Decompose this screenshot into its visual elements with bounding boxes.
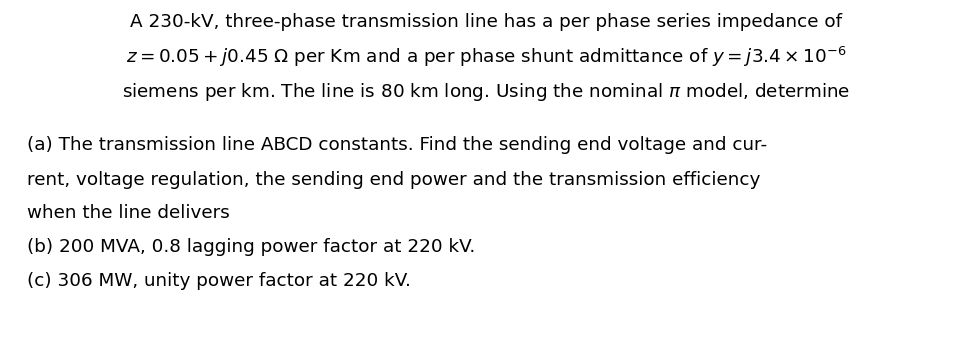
Text: rent, voltage regulation, the sending end power and the transmission efficiency: rent, voltage regulation, the sending en…: [27, 171, 761, 189]
Text: siemens per km. The line is 80 km long. Using the nominal $\pi$ model, determine: siemens per km. The line is 80 km long. …: [123, 81, 850, 103]
Text: (a) The transmission line ABCD constants. Find the sending end voltage and cur-: (a) The transmission line ABCD constants…: [27, 136, 768, 154]
Text: $z = 0.05 + j0.45\ \Omega$ per Km and a per phase shunt admittance of $y = j3.4 : $z = 0.05 + j0.45\ \Omega$ per Km and a …: [126, 45, 847, 69]
Text: A 230-kV, three-phase transmission line has a per phase series impedance of: A 230-kV, three-phase transmission line …: [130, 13, 843, 31]
Text: (b) 200 MVA, 0.8 lagging power factor at 220 kV.: (b) 200 MVA, 0.8 lagging power factor at…: [27, 238, 476, 256]
Text: when the line delivers: when the line delivers: [27, 204, 230, 222]
Text: (c) 306 MW, unity power factor at 220 kV.: (c) 306 MW, unity power factor at 220 kV…: [27, 272, 412, 290]
